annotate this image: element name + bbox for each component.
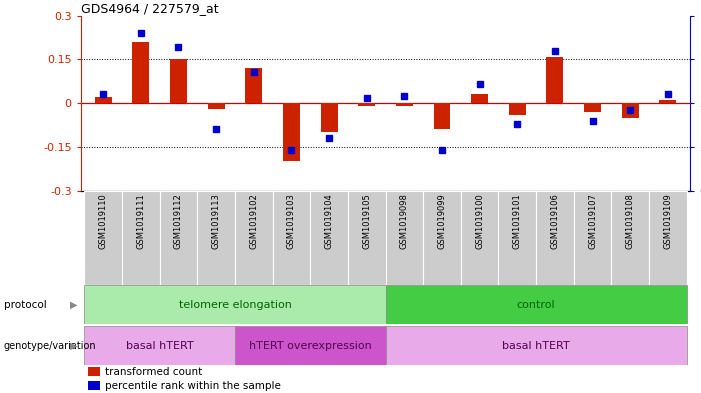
Text: transformed count: transformed count [105, 367, 203, 377]
Text: GSM1019104: GSM1019104 [325, 193, 334, 249]
Text: GSM1019107: GSM1019107 [588, 193, 597, 249]
Bar [574, 191, 611, 285]
Bar [84, 191, 122, 285]
Bar [396, 103, 413, 106]
Bar [95, 97, 111, 103]
Text: GSM1019101: GSM1019101 [513, 193, 522, 249]
Text: ▶: ▶ [69, 341, 77, 351]
Bar [358, 103, 375, 106]
Bar [160, 191, 197, 285]
Text: control: control [517, 299, 555, 310]
Bar [132, 42, 149, 103]
Bar [536, 191, 574, 285]
Bar [197, 191, 235, 285]
Bar [622, 103, 639, 118]
Text: GSM1019108: GSM1019108 [626, 193, 634, 249]
Bar [649, 191, 687, 285]
Text: basal hTERT: basal hTERT [125, 341, 193, 351]
Bar [170, 59, 187, 103]
Text: percentile rank within the sample: percentile rank within the sample [105, 380, 281, 391]
Text: GDS4964 / 227579_at: GDS4964 / 227579_at [81, 2, 218, 15]
Bar [207, 103, 224, 109]
Text: GSM1019109: GSM1019109 [663, 193, 672, 249]
Bar [235, 191, 273, 285]
Bar [611, 191, 649, 285]
Text: GSM1019102: GSM1019102 [250, 193, 258, 249]
Text: GSM1019098: GSM1019098 [400, 193, 409, 249]
Bar [461, 191, 498, 285]
Text: GSM1019106: GSM1019106 [550, 193, 559, 249]
Bar [122, 191, 160, 285]
Bar [84, 285, 386, 324]
Bar [386, 191, 423, 285]
Text: GSM1019100: GSM1019100 [475, 193, 484, 249]
Bar [386, 326, 687, 365]
Text: GSM1019113: GSM1019113 [212, 193, 221, 249]
Text: GSM1019103: GSM1019103 [287, 193, 296, 249]
Bar [433, 103, 451, 129]
Bar [348, 191, 386, 285]
Text: GSM1019111: GSM1019111 [137, 193, 145, 249]
Bar [423, 191, 461, 285]
Text: basal hTERT: basal hTERT [502, 341, 570, 351]
Bar [84, 326, 235, 365]
Text: GSM1019105: GSM1019105 [362, 193, 372, 249]
Text: protocol: protocol [4, 299, 46, 310]
Bar [320, 103, 338, 132]
Bar [283, 103, 300, 162]
Text: GSM1019099: GSM1019099 [437, 193, 447, 249]
Text: telomere elongation: telomere elongation [179, 299, 292, 310]
Bar [584, 103, 601, 112]
Bar [471, 94, 488, 103]
Bar [273, 191, 311, 285]
Bar [245, 68, 262, 103]
Bar [311, 191, 348, 285]
Bar [386, 285, 687, 324]
Bar [498, 191, 536, 285]
Text: GSM1019110: GSM1019110 [99, 193, 108, 249]
Bar [235, 326, 386, 365]
Bar [509, 103, 526, 115]
Text: GSM1019112: GSM1019112 [174, 193, 183, 249]
Text: ▶: ▶ [69, 299, 77, 310]
Bar [547, 57, 564, 103]
Text: genotype/variation: genotype/variation [4, 341, 96, 351]
Bar [660, 100, 676, 103]
Text: hTERT overexpression: hTERT overexpression [249, 341, 372, 351]
